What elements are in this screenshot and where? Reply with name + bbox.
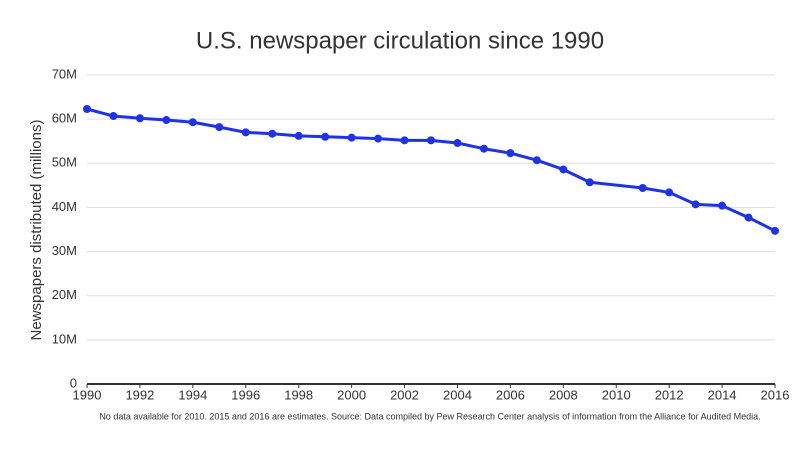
y-tick-label: 30M [52, 243, 77, 258]
point [718, 201, 727, 210]
x-tick-label: 1990 [73, 387, 102, 402]
y-axis-label: Newspapers distributed (millions) [28, 120, 45, 341]
x-tick-label: 2012 [655, 387, 684, 402]
y-tick-label: 70M [52, 66, 77, 81]
point [294, 131, 303, 140]
point [585, 178, 594, 187]
x-tick-label: 2006 [496, 387, 525, 402]
point [665, 188, 674, 197]
point [638, 184, 647, 193]
point [188, 118, 197, 127]
point [691, 200, 700, 209]
point [479, 144, 488, 153]
y-tick-label: 40M [52, 199, 77, 214]
x-tick-label: 2010 [602, 387, 631, 402]
x-tick-label: 2014 [708, 387, 737, 402]
point [215, 123, 224, 132]
line [86, 107, 776, 233]
point [162, 116, 171, 125]
point [268, 129, 277, 138]
x-tick-label: 2004 [443, 387, 472, 402]
point [374, 134, 383, 143]
point [427, 136, 435, 145]
point [241, 128, 250, 137]
x-tick-label: 1994 [178, 387, 207, 402]
chart-title: U.S. newspaper circulation since 1990 [196, 27, 604, 54]
x-tick-label: 1996 [231, 387, 260, 402]
point [109, 112, 118, 121]
x-tick-label: 2002 [390, 387, 419, 402]
y-tick-label: 0 [70, 375, 77, 390]
point [453, 138, 462, 147]
point [771, 226, 779, 235]
point [559, 165, 568, 174]
point [321, 132, 330, 141]
point [347, 133, 356, 142]
x-tick-label: 2000 [337, 387, 366, 402]
point [400, 136, 409, 145]
x-tick-label: 2008 [549, 387, 578, 402]
footnote: No data available for 2010. 2015 and 201… [99, 411, 760, 421]
x-tick-label: 2016 [761, 387, 790, 402]
x-tick-label: 1998 [284, 387, 313, 402]
y-tick-label: 50M [52, 155, 77, 170]
point [532, 156, 541, 165]
y-tick-label: 60M [52, 111, 77, 126]
point [135, 114, 144, 123]
y-tick-label: 20M [52, 287, 77, 302]
point [744, 213, 753, 222]
point [83, 104, 91, 113]
x-tick-label: 1992 [125, 387, 154, 402]
point [506, 149, 515, 158]
y-tick-label: 10M [52, 331, 77, 346]
